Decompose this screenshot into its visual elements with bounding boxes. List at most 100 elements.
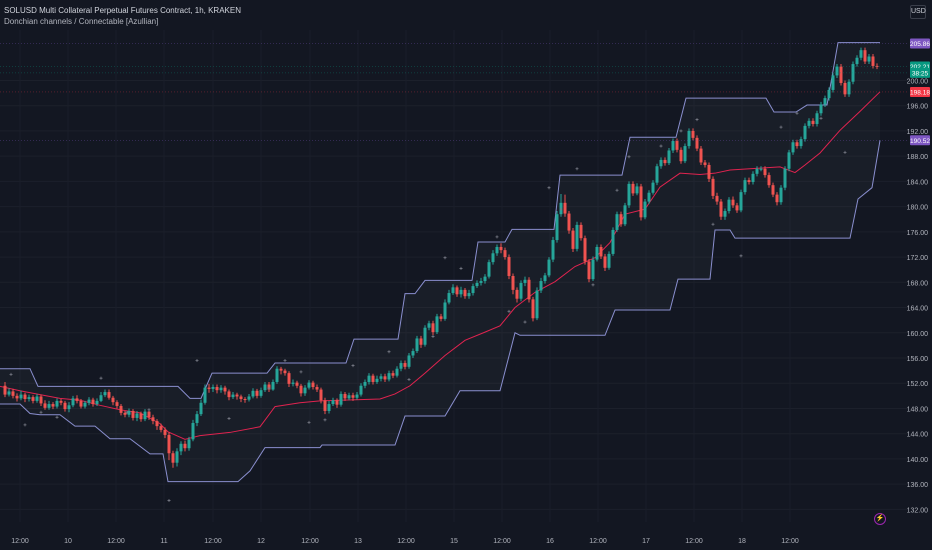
candle-body (683, 146, 687, 162)
lightning-icon[interactable]: ⚡ (874, 513, 886, 525)
candle-body (691, 130, 695, 138)
candle-body (403, 363, 407, 367)
candle-up (683, 143, 687, 164)
candle-body (359, 385, 363, 395)
candle-body (203, 387, 207, 403)
candle-up (547, 257, 551, 278)
candle-down (311, 380, 315, 390)
candle-up (135, 410, 139, 422)
candle-up (331, 397, 335, 406)
candle-body (807, 120, 811, 126)
candle-up (211, 384, 215, 393)
candle-up (435, 313, 439, 335)
candle-body (83, 402, 87, 407)
candle-body (671, 141, 675, 151)
candle-down (255, 388, 259, 399)
candle-up (271, 379, 275, 391)
candle-down (871, 53, 875, 69)
candle-down (171, 450, 175, 468)
candle-body (143, 411, 147, 420)
y-tick-label: 196.00 (907, 104, 929, 111)
candle-up (495, 244, 499, 256)
candle-down (767, 172, 771, 188)
candle-body (279, 368, 283, 371)
candle-up (291, 379, 295, 387)
candle-down (795, 139, 799, 149)
candle-up (203, 384, 207, 405)
candle-body (399, 363, 403, 369)
signal-marker (267, 386, 271, 390)
signal-marker (323, 418, 327, 422)
candle-body (747, 180, 751, 183)
candle-up (783, 166, 787, 191)
candle-down (287, 371, 291, 388)
y-tick-label: 132.00 (907, 507, 929, 514)
candle-up (535, 287, 539, 321)
x-tick-label: 17 (642, 538, 650, 545)
candle-down (123, 410, 127, 418)
candle-down (747, 177, 751, 185)
candle-body (555, 214, 559, 241)
signal-marker (125, 410, 129, 414)
candle-up (375, 375, 379, 384)
candle-body (423, 327, 427, 345)
candle-body (579, 224, 583, 239)
candle-up (327, 400, 331, 414)
candle-up (855, 55, 859, 67)
candle-down (111, 395, 115, 406)
candle-body (107, 392, 111, 398)
candle-body (275, 368, 279, 382)
candle-down (351, 392, 355, 401)
candle-body (99, 395, 103, 401)
signal-marker (167, 499, 171, 503)
candle-body (31, 397, 35, 401)
candle-body (367, 375, 371, 382)
candle-down (863, 47, 867, 65)
candle-body (763, 168, 767, 176)
price-tag-text: 198.18 (910, 89, 930, 96)
candle-body (715, 195, 719, 202)
candle-body (283, 370, 287, 374)
candle-body (619, 214, 623, 225)
candle-up (143, 409, 147, 422)
candle-up (195, 410, 199, 427)
candle-down (843, 80, 847, 97)
candle-body (11, 391, 15, 396)
candle-up (575, 221, 579, 252)
candle-down (243, 397, 247, 403)
symbol-title[interactable]: SOLUSD Multi Collateral Perpetual Future… (4, 6, 241, 15)
candle-up (83, 400, 87, 409)
price-tag-text: 202.21 (910, 64, 930, 71)
candle-body (491, 253, 495, 263)
candle-body (195, 414, 199, 423)
x-tick-label: 10 (64, 538, 72, 545)
candle-body (439, 316, 443, 319)
indicator-title[interactable]: Donchian channels / Connectable [Azullia… (4, 17, 159, 26)
candle-up (651, 180, 655, 195)
candle-down (215, 384, 219, 394)
candle-up (467, 289, 471, 299)
candle-body (175, 451, 179, 463)
candle-up (523, 276, 527, 287)
candle-down (771, 182, 775, 198)
candle-down (43, 400, 47, 410)
candle-body (27, 397, 31, 399)
candle-down (715, 192, 719, 205)
candle-up (623, 202, 627, 227)
candle-down (371, 373, 375, 385)
y-tick-label: 144.00 (907, 432, 929, 439)
candle-up (687, 128, 691, 149)
candle-down (151, 414, 155, 425)
currency-button[interactable]: USD (910, 5, 926, 19)
x-tick-label: 11 (160, 538, 167, 545)
candle-body (115, 402, 119, 406)
candle-body (371, 375, 375, 382)
candle-up (387, 370, 391, 382)
candle-down (335, 398, 339, 408)
candle-body (223, 387, 227, 392)
x-tick-label: 12:00 (204, 538, 222, 545)
candle-up (179, 441, 183, 456)
candle-body (435, 316, 439, 333)
candle-up (379, 373, 383, 382)
